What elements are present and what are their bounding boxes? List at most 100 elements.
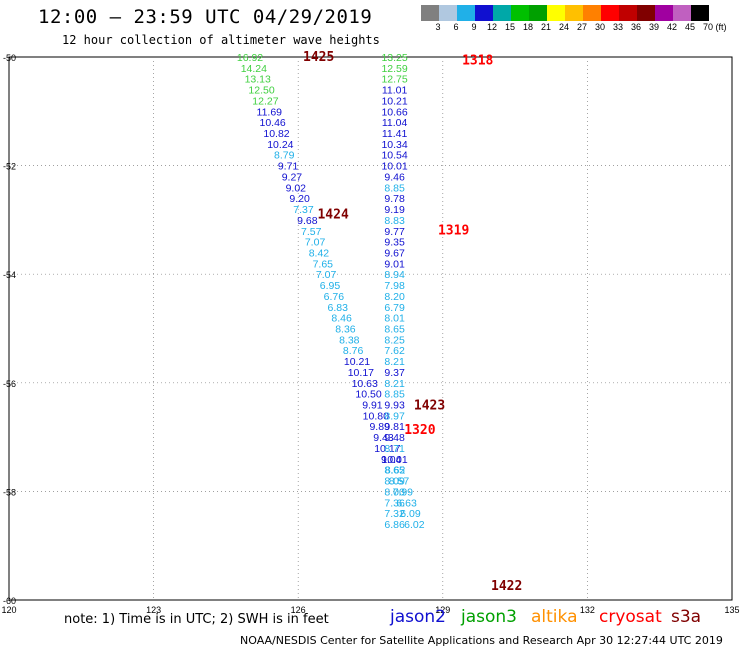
wave-height-value: 9.91	[362, 400, 383, 412]
wave-height-value: 9.46	[384, 171, 405, 183]
wave-height-value: 9.20	[289, 193, 310, 205]
footnote: note: 1) Time is in UTC; 2) SWH is in fe…	[64, 612, 329, 627]
wave-height-value: 11.41	[382, 128, 408, 140]
wave-height-value: 8.83	[384, 215, 405, 227]
color-swatch	[619, 5, 637, 21]
color-swatch	[673, 5, 691, 21]
wave-height-value: 8.21	[384, 378, 405, 390]
wave-height-value: 14.24	[241, 63, 267, 75]
wave-height-value: 8.65	[384, 324, 405, 336]
color-swatch	[457, 5, 475, 21]
longitude-tick-label: 135	[724, 605, 739, 615]
wave-height-value: 8.71	[384, 443, 405, 455]
wave-height-value: 6.79	[384, 302, 405, 314]
color-swatch	[655, 5, 673, 21]
pass-number-label: 1319	[438, 224, 469, 239]
latitude-tick-label: -58	[3, 487, 16, 497]
color-swatch	[637, 5, 655, 21]
wave-height-value: 7.07	[316, 269, 337, 281]
wave-height-value: 6.95	[320, 280, 341, 292]
wave-height-value: 7.57	[301, 226, 322, 238]
wave-height-value: 12.27	[252, 95, 278, 107]
color-scale-label: 42	[666, 22, 678, 32]
legend-item-jason3: jason3	[461, 607, 517, 627]
wave-height-value: 8.38	[339, 334, 360, 346]
color-scale-label: 30	[594, 22, 606, 32]
wave-height-value: 7.98	[384, 280, 405, 292]
wave-height-value: 12.59	[381, 63, 407, 75]
color-swatch	[583, 5, 601, 21]
color-swatch	[475, 5, 493, 21]
wave-height-value: 10.24	[267, 139, 293, 151]
wave-height-value: 10.17	[374, 443, 400, 455]
latitude-tick-label: -54	[3, 270, 16, 280]
wave-height-value: 9.27	[282, 171, 303, 183]
wave-height-value: 9.01	[384, 258, 405, 270]
wave-height-value: 8.76	[343, 345, 364, 357]
wave-height-value: 6.63	[396, 497, 417, 509]
color-scale-label: 18	[522, 22, 534, 32]
credit-line: NOAA/NESDIS Center for Satellite Applica…	[240, 634, 723, 647]
latitude-tick-label: -50	[3, 53, 16, 63]
wave-height-value: 8.46	[331, 313, 352, 325]
wave-height-value: 8.36	[335, 324, 356, 336]
wave-height-value: 9.67	[384, 247, 405, 259]
longitude-tick-label: 120	[1, 605, 16, 615]
wave-height-value: 8.85	[384, 182, 405, 194]
wave-height-value: 9.81	[384, 421, 405, 433]
wave-height-value: 10.50	[355, 389, 381, 401]
wave-height-value: 9.02	[286, 182, 307, 194]
pass-number-label: 1320	[404, 423, 435, 438]
wave-height-value: 7.65	[313, 258, 334, 270]
wave-height-value: 9.19	[384, 204, 405, 216]
color-swatch	[547, 5, 565, 21]
wave-height-value: 8.97	[384, 410, 405, 422]
color-scale-label: 15	[504, 22, 516, 32]
wave-height-value: 13.13	[245, 74, 271, 86]
wave-height-value: 9.35	[384, 237, 405, 249]
wave-height-value: 9.68	[297, 215, 318, 227]
legend-item-altika: altika	[531, 607, 578, 627]
wave-height-value: 8.65	[384, 465, 405, 477]
wave-height-value: 10.46	[260, 117, 286, 129]
color-swatch	[691, 5, 709, 21]
wave-height-value: 9.37	[384, 367, 405, 379]
wave-height-value: 9.48	[384, 432, 405, 444]
wave-height-value: 9.43	[373, 432, 394, 444]
wave-height-value: 7.07	[305, 237, 326, 249]
page-subtitle: 12 hour collection of altimeter wave hei…	[62, 33, 380, 47]
color-scale-label: 3	[435, 22, 441, 32]
pass-number-label: 1422	[491, 579, 522, 594]
wave-height-value: 10.01	[381, 161, 407, 173]
color-scale-label: 27	[576, 22, 588, 32]
wave-height-value: 7.99	[393, 486, 414, 498]
wave-height-value: 6.09	[400, 508, 421, 520]
wave-height-value: 10.34	[381, 139, 407, 151]
legend-item-s3a: s3a	[671, 607, 702, 627]
pass-number-label: 1423	[414, 399, 445, 414]
color-scale-label: 6	[453, 22, 459, 32]
wave-height-value: 8.00	[384, 486, 405, 498]
color-scale-label: 33	[612, 22, 624, 32]
color-scale-label: 24	[558, 22, 570, 32]
wave-height-value: 16.92	[237, 52, 263, 64]
color-scale-unit: (ft)	[715, 22, 727, 32]
longitude-tick-label: 129	[435, 605, 450, 615]
color-scale-label: 12	[486, 22, 498, 32]
longitude-tick-label: 123	[146, 605, 161, 615]
map-frame	[8, 56, 733, 601]
wave-height-value: 6.86	[384, 519, 405, 531]
pass-number-label: 1318	[462, 54, 493, 69]
legend-item-cryosat: cryosat	[599, 607, 662, 627]
color-swatch	[529, 5, 547, 21]
page-title: 12:00 – 23:59 UTC 04/29/2019	[38, 6, 373, 28]
color-swatch	[421, 5, 439, 21]
wave-height-value: 9.78	[384, 193, 405, 205]
color-swatch	[439, 5, 457, 21]
wave-height-value: 9.77	[384, 226, 405, 238]
wave-height-value: 8.57	[389, 476, 410, 488]
wave-height-value: 7.37	[293, 204, 314, 216]
color-scale-bar	[421, 5, 709, 21]
color-scale-label: 9	[471, 22, 477, 32]
wave-height-value: 8.42	[309, 247, 330, 259]
